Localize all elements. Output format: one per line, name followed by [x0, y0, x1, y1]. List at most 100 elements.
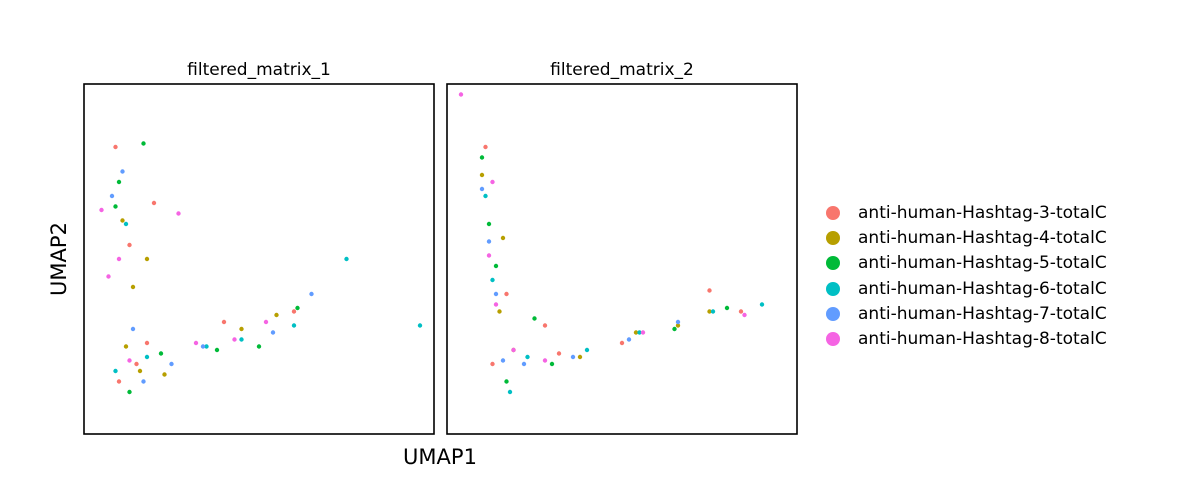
- data-point: [204, 344, 209, 349]
- data-point: [123, 221, 129, 227]
- data-point: [239, 326, 244, 332]
- data-point: [672, 326, 677, 332]
- scatter-panel-1: [83, 83, 435, 435]
- data-point: [99, 207, 104, 213]
- data-point: [724, 305, 730, 311]
- data-point: [742, 312, 747, 318]
- data-point: [193, 340, 199, 346]
- data-point: [486, 253, 492, 258]
- data-point: [200, 344, 206, 349]
- panel-2-frame: [446, 83, 798, 435]
- data-point: [493, 263, 499, 269]
- data-point: [274, 312, 279, 318]
- data-point: [127, 358, 132, 363]
- legend-marker: [826, 205, 840, 220]
- data-point: [479, 172, 485, 178]
- data-point: [134, 361, 139, 367]
- data-point: [493, 302, 499, 307]
- data-point: [504, 291, 509, 297]
- data-point: [479, 155, 485, 160]
- data-point: [127, 389, 132, 395]
- data-point: [141, 141, 146, 146]
- data-point: [710, 309, 716, 314]
- data-point: [675, 319, 681, 325]
- legend-label: anti-human-Hashtag-4-totalC: [858, 227, 1107, 248]
- data-point: [130, 284, 136, 290]
- data-point: [309, 291, 314, 297]
- data-point: [291, 323, 297, 328]
- data-point: [500, 235, 506, 241]
- panel-1-frame: [83, 83, 435, 435]
- legend-item: anti-human-Hashtag-8-totalC: [826, 326, 1107, 351]
- data-point: [707, 309, 712, 314]
- data-point: [490, 361, 495, 367]
- data-point: [270, 330, 276, 335]
- data-point: [483, 144, 488, 150]
- data-point: [144, 340, 150, 346]
- data-point: [344, 256, 349, 262]
- panel-2-points: [458, 92, 765, 395]
- data-point: [176, 211, 181, 216]
- data-point: [490, 179, 495, 185]
- data-point: [113, 204, 118, 209]
- data-point: [500, 358, 506, 363]
- data-point: [486, 221, 492, 227]
- data-point: [109, 193, 115, 199]
- data-point: [458, 92, 464, 97]
- data-point: [532, 316, 537, 321]
- legend-label: anti-human-Hashtag-8-totalC: [858, 329, 1107, 350]
- data-point: [584, 347, 590, 353]
- data-point: [577, 354, 583, 360]
- data-point: [116, 179, 122, 185]
- data-point: [291, 309, 297, 314]
- legend-marker: [826, 306, 840, 321]
- data-point: [521, 361, 527, 367]
- data-point: [263, 319, 269, 325]
- legend-item: anti-human-Hashtag-6-totalC: [826, 276, 1107, 301]
- data-point: [493, 291, 499, 297]
- data-point: [707, 288, 712, 293]
- data-point: [151, 200, 157, 206]
- panel-1-title: filtered_matrix_1: [187, 60, 331, 80]
- data-point: [490, 277, 495, 283]
- y-axis-label: UMAP2: [47, 222, 71, 296]
- data-point: [525, 354, 530, 360]
- data-point: [542, 358, 548, 363]
- x-axis-label: UMAP1: [403, 445, 477, 469]
- legend-label: anti-human-Hashtag-7-totalC: [858, 303, 1107, 324]
- data-point: [295, 305, 300, 311]
- legend-marker: [826, 332, 840, 347]
- data-point: [120, 218, 125, 223]
- data-point: [116, 256, 122, 262]
- data-point: [497, 309, 502, 314]
- data-point: [640, 330, 646, 335]
- data-point: [123, 344, 129, 349]
- data-point: [144, 256, 150, 262]
- legend-marker: [826, 256, 840, 271]
- legend-label: anti-human-Hashtag-6-totalC: [858, 278, 1107, 299]
- legend-label: anti-human-Hashtag-3-totalC: [858, 202, 1107, 223]
- data-point: [738, 309, 744, 314]
- data-point: [675, 323, 681, 328]
- data-point: [619, 340, 625, 346]
- data-point: [637, 330, 642, 335]
- data-point: [130, 326, 136, 332]
- data-point: [570, 354, 576, 360]
- panel-2-title: filtered_matrix_2: [550, 60, 694, 80]
- data-point: [162, 372, 167, 377]
- data-point: [542, 323, 548, 328]
- data-point: [549, 361, 555, 367]
- data-point: [626, 337, 632, 342]
- data-point: [511, 347, 516, 353]
- legend-marker: [826, 230, 840, 245]
- legend-item: anti-human-Hashtag-4-totalC: [826, 225, 1107, 250]
- scatter-panel-2: [446, 83, 798, 435]
- data-point: [116, 379, 122, 384]
- data-point: [507, 389, 513, 395]
- legend-label: anti-human-Hashtag-5-totalC: [858, 253, 1107, 274]
- data-point: [479, 186, 485, 192]
- data-point: [759, 302, 765, 307]
- data-point: [113, 144, 118, 150]
- data-point: [113, 368, 118, 374]
- data-point: [120, 169, 125, 174]
